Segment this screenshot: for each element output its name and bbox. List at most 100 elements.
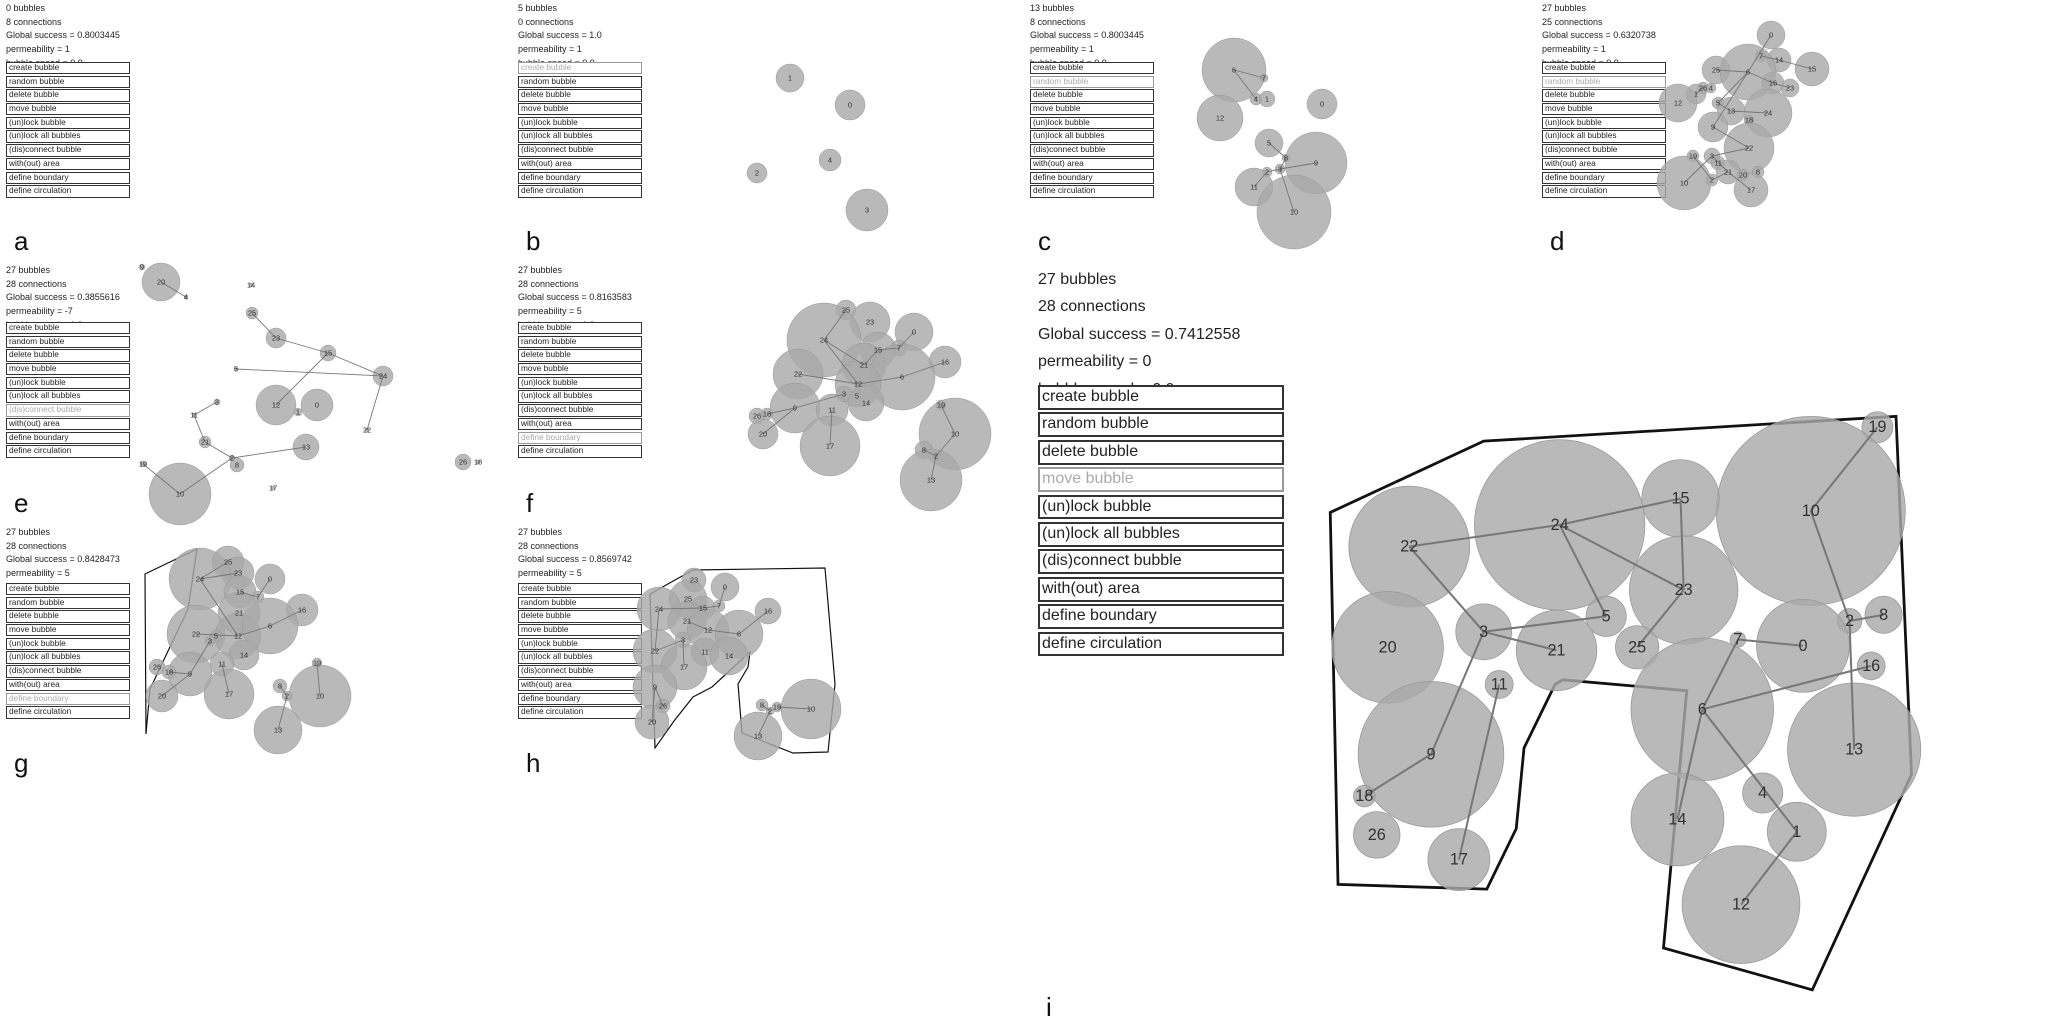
connection-line[interactable]	[1737, 638, 1804, 647]
disconnect-bubble-button[interactable]: (dis)connect bubble	[1542, 144, 1666, 157]
connection-line[interactable]	[366, 375, 384, 431]
define-boundary-button[interactable]: define boundary	[518, 171, 642, 184]
move-bubble-button[interactable]: move bubble	[518, 363, 642, 376]
disconnect-bubble-button[interactable]: (dis)connect bubble	[6, 144, 130, 157]
connection-line[interactable]	[275, 337, 329, 354]
connection-line[interactable]	[1727, 171, 1752, 191]
connection-line[interactable]	[161, 673, 191, 697]
define-circulation-button[interactable]: define circulation	[1030, 185, 1154, 198]
without-area-button[interactable]: with(out) area	[1038, 576, 1284, 602]
connection-line[interactable]	[142, 463, 181, 495]
connection-line[interactable]	[189, 640, 211, 675]
random-bubble-button[interactable]: random bubble	[518, 596, 642, 610]
connection-line[interactable]	[863, 349, 879, 366]
bubble-1[interactable]	[1258, 90, 1276, 108]
disconnect-bubble-button[interactable]: (dis)connect bubble	[1030, 144, 1154, 157]
connection-line[interactable]	[682, 639, 685, 668]
connection-line[interactable]	[1409, 523, 1560, 548]
connection-line[interactable]	[193, 401, 218, 416]
create-bubble-button[interactable]: create bubble	[6, 583, 130, 596]
connection-line[interactable]	[179, 457, 233, 495]
bubble-3[interactable]	[845, 188, 889, 232]
connection-line[interactable]	[275, 352, 329, 406]
unlock-bubble-button[interactable]: (un)lock bubble	[1038, 494, 1284, 520]
connection-line[interactable]	[1717, 71, 1749, 104]
connection-line[interactable]	[686, 620, 709, 631]
connection-line[interactable]	[277, 695, 288, 731]
connection-line[interactable]	[823, 339, 859, 385]
unlock-bubble-button[interactable]: (un)lock bubble	[6, 637, 130, 651]
connection-line[interactable]	[923, 449, 937, 457]
delete-bubble-button[interactable]: delete bubble	[518, 89, 642, 102]
define-circulation-button[interactable]: define circulation	[1038, 631, 1284, 657]
create-bubble-button[interactable]: create bubble	[518, 62, 642, 75]
disconnect-bubble-button[interactable]: (dis)connect bubble	[1038, 549, 1284, 575]
delete-bubble-button[interactable]: delete bubble	[1542, 89, 1666, 102]
connection-line[interactable]	[766, 407, 796, 415]
delete-bubble-button[interactable]: delete bubble	[518, 349, 642, 362]
without-area-button[interactable]: with(out) area	[6, 678, 130, 692]
connection-line[interactable]	[1712, 126, 1750, 149]
connection-line[interactable]	[1701, 639, 1739, 710]
unlock-all-bubbles-button[interactable]: (un)lock all bubbles	[6, 130, 130, 143]
connection-line[interactable]	[1747, 71, 1774, 84]
connection-line[interactable]	[1730, 110, 1769, 114]
bubble-4[interactable]	[818, 148, 842, 172]
connection-line[interactable]	[898, 331, 915, 349]
unlock-all-bubbles-button[interactable]: (un)lock all bubbles	[518, 651, 642, 664]
connection-line[interactable]	[1701, 708, 1798, 833]
create-bubble-button[interactable]: create bubble	[6, 322, 130, 335]
create-bubble-button[interactable]: create bubble	[518, 322, 642, 335]
connection-line[interactable]	[794, 393, 845, 409]
connection-line[interactable]	[1695, 87, 1704, 95]
connection-line[interactable]	[1701, 664, 1872, 711]
connection-line[interactable]	[251, 312, 277, 339]
connection-line[interactable]	[1717, 102, 1732, 112]
connection-line[interactable]	[1279, 162, 1317, 170]
define-boundary-button[interactable]: define boundary	[1038, 604, 1284, 629]
bubble-14[interactable]	[248, 282, 254, 288]
bubble-2[interactable]	[746, 162, 768, 184]
bubble-5[interactable]	[1585, 595, 1627, 637]
move-bubble-button[interactable]: move bubble	[518, 103, 642, 116]
unlock-bubble-button[interactable]: (un)lock bubble	[518, 376, 642, 390]
bubble-4[interactable]	[1742, 772, 1784, 814]
connection-line[interactable]	[1457, 684, 1501, 860]
connection-line[interactable]	[901, 361, 946, 378]
connection-line[interactable]	[1715, 69, 1749, 73]
define-circulation-button[interactable]: define circulation	[6, 706, 130, 719]
bubble-0[interactable]	[834, 89, 866, 121]
connection-line[interactable]	[1408, 545, 1485, 633]
random-bubble-button[interactable]: random bubble	[518, 75, 642, 89]
define-boundary-button[interactable]: define boundary	[6, 692, 130, 705]
bubble-13[interactable]	[1787, 682, 1922, 817]
define-circulation-button[interactable]: define circulation	[6, 445, 130, 458]
connection-line[interactable]	[1268, 142, 1287, 159]
connection-line[interactable]	[239, 591, 259, 598]
create-bubble-button[interactable]: create bubble	[1030, 62, 1154, 75]
connection-line[interactable]	[1778, 59, 1813, 70]
connection-line[interactable]	[1559, 497, 1681, 526]
move-bubble-button[interactable]: move bubble	[518, 624, 642, 637]
connection-line[interactable]	[1712, 71, 1749, 128]
bubble-17[interactable]	[270, 485, 276, 491]
connection-line[interactable]	[1711, 147, 1750, 157]
move-bubble-button[interactable]: move bubble	[1030, 103, 1154, 116]
connection-line[interactable]	[193, 414, 206, 443]
connection-line[interactable]	[658, 607, 704, 610]
bubble-26[interactable]	[1353, 811, 1401, 859]
bubble-0[interactable]	[1306, 88, 1338, 120]
random-bubble-button[interactable]: random bubble	[6, 335, 130, 349]
connection-line[interactable]	[1430, 631, 1485, 755]
random-bubble-button[interactable]: random bubble	[6, 596, 130, 610]
connection-line[interactable]	[877, 347, 900, 351]
connection-line[interactable]	[829, 409, 833, 447]
connection-line[interactable]	[257, 578, 271, 598]
define-boundary-button[interactable]: define boundary	[1030, 171, 1154, 184]
move-bubble-button[interactable]: move bubble	[1542, 103, 1666, 116]
disconnect-bubble-button[interactable]: (dis)connect bubble	[518, 144, 642, 157]
without-area-button[interactable]: with(out) area	[6, 417, 130, 431]
connection-line[interactable]	[1848, 620, 1856, 750]
delete-bubble-button[interactable]: delete bubble	[6, 89, 130, 102]
connection-line[interactable]	[857, 376, 903, 385]
